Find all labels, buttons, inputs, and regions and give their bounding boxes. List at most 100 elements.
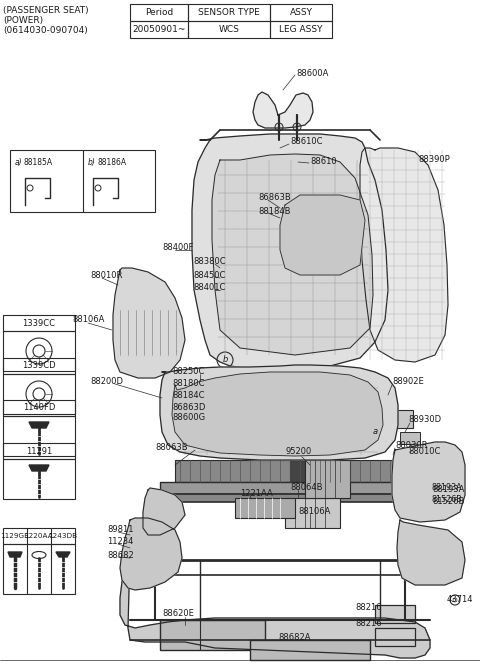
Polygon shape	[280, 195, 365, 275]
Text: 88400F: 88400F	[162, 244, 193, 252]
Bar	[290, 460, 345, 482]
Circle shape	[352, 220, 358, 224]
Circle shape	[337, 220, 343, 224]
Bar	[155, 494, 420, 502]
Text: 88030R: 88030R	[395, 440, 428, 450]
Bar	[3, 315, 75, 331]
Text: LEG ASSY: LEG ASSY	[279, 25, 323, 34]
Bar	[270, 21, 332, 38]
Text: 88902E: 88902E	[392, 378, 424, 386]
Text: 81526B: 81526B	[432, 497, 464, 507]
Circle shape	[292, 244, 298, 248]
Text: 88380C: 88380C	[193, 258, 226, 266]
Text: 88106A: 88106A	[72, 315, 104, 325]
Text: 1220AA: 1220AA	[24, 533, 53, 539]
Polygon shape	[392, 442, 465, 522]
Bar	[160, 620, 265, 650]
Circle shape	[292, 220, 298, 224]
Text: 81526B: 81526B	[432, 495, 463, 505]
Text: 88682: 88682	[107, 550, 134, 560]
Text: (PASSENGER SEAT): (PASSENGER SEAT)	[3, 5, 89, 15]
Circle shape	[275, 123, 283, 131]
Bar	[250, 640, 370, 660]
Text: 1243DB: 1243DB	[48, 533, 78, 539]
Circle shape	[292, 256, 298, 260]
Circle shape	[352, 256, 358, 260]
Text: 88184C: 88184C	[172, 392, 204, 400]
Circle shape	[337, 232, 343, 236]
Circle shape	[323, 244, 327, 248]
Circle shape	[352, 207, 358, 212]
Polygon shape	[113, 268, 185, 378]
Bar	[3, 358, 75, 374]
Circle shape	[323, 220, 327, 224]
Circle shape	[292, 232, 298, 236]
Polygon shape	[360, 148, 448, 362]
Text: 88193A: 88193A	[432, 483, 463, 493]
Text: 86863B: 86863B	[258, 193, 291, 203]
Polygon shape	[253, 92, 313, 128]
Text: 88450C: 88450C	[193, 270, 226, 280]
Bar	[400, 432, 420, 444]
Text: ASSY: ASSY	[289, 8, 312, 17]
Circle shape	[308, 207, 312, 212]
Text: 20050901~: 20050901~	[132, 25, 186, 34]
Text: 88180C: 88180C	[172, 380, 204, 388]
Bar	[3, 331, 75, 371]
Text: 88064B: 88064B	[290, 483, 323, 493]
Circle shape	[308, 256, 312, 260]
Polygon shape	[8, 552, 22, 557]
Text: 43714: 43714	[447, 596, 473, 604]
Circle shape	[323, 207, 327, 212]
Text: 88610C: 88610C	[290, 137, 323, 147]
Text: 95200: 95200	[285, 448, 311, 457]
Bar	[305, 460, 350, 498]
Text: b: b	[222, 355, 228, 365]
Text: 88620E: 88620E	[162, 610, 194, 618]
Bar	[3, 400, 75, 416]
Circle shape	[323, 256, 327, 260]
Text: 88186A: 88186A	[97, 158, 126, 167]
Bar	[3, 416, 75, 456]
Circle shape	[352, 232, 358, 236]
Text: 88930D: 88930D	[408, 416, 441, 424]
Circle shape	[292, 207, 298, 212]
Circle shape	[323, 232, 327, 236]
Circle shape	[293, 123, 301, 131]
Polygon shape	[172, 372, 383, 456]
Text: 11234: 11234	[107, 537, 133, 546]
Text: 86863D: 86863D	[172, 404, 205, 412]
Bar	[3, 443, 75, 459]
Text: 88216: 88216	[355, 620, 382, 629]
Text: 88010R: 88010R	[90, 270, 122, 280]
Text: 1339CD: 1339CD	[22, 361, 56, 371]
Text: 88682A: 88682A	[278, 633, 311, 643]
Bar	[285, 498, 340, 528]
Polygon shape	[143, 488, 185, 535]
Polygon shape	[212, 154, 373, 355]
Text: (POWER): (POWER)	[3, 15, 43, 25]
Bar	[188, 21, 270, 38]
Text: 11291: 11291	[26, 446, 52, 456]
Circle shape	[352, 244, 358, 248]
Bar	[130, 4, 188, 21]
Text: (0614030-090704): (0614030-090704)	[3, 25, 88, 35]
Text: 88401C: 88401C	[193, 284, 226, 293]
Bar	[3, 544, 75, 594]
Bar	[375, 628, 415, 646]
Text: 88610: 88610	[310, 157, 336, 167]
Text: 88010C: 88010C	[408, 448, 440, 457]
Bar	[375, 605, 415, 623]
Polygon shape	[160, 365, 398, 460]
Bar	[3, 459, 75, 499]
Polygon shape	[29, 465, 49, 471]
Text: 88600G: 88600G	[172, 414, 205, 422]
Circle shape	[308, 232, 312, 236]
Text: 88216: 88216	[355, 604, 382, 612]
Bar	[3, 528, 75, 544]
Circle shape	[308, 244, 312, 248]
Text: 88250C: 88250C	[172, 367, 204, 376]
Bar	[270, 4, 332, 21]
Text: SENSOR TYPE: SENSOR TYPE	[198, 8, 260, 17]
Circle shape	[337, 207, 343, 212]
